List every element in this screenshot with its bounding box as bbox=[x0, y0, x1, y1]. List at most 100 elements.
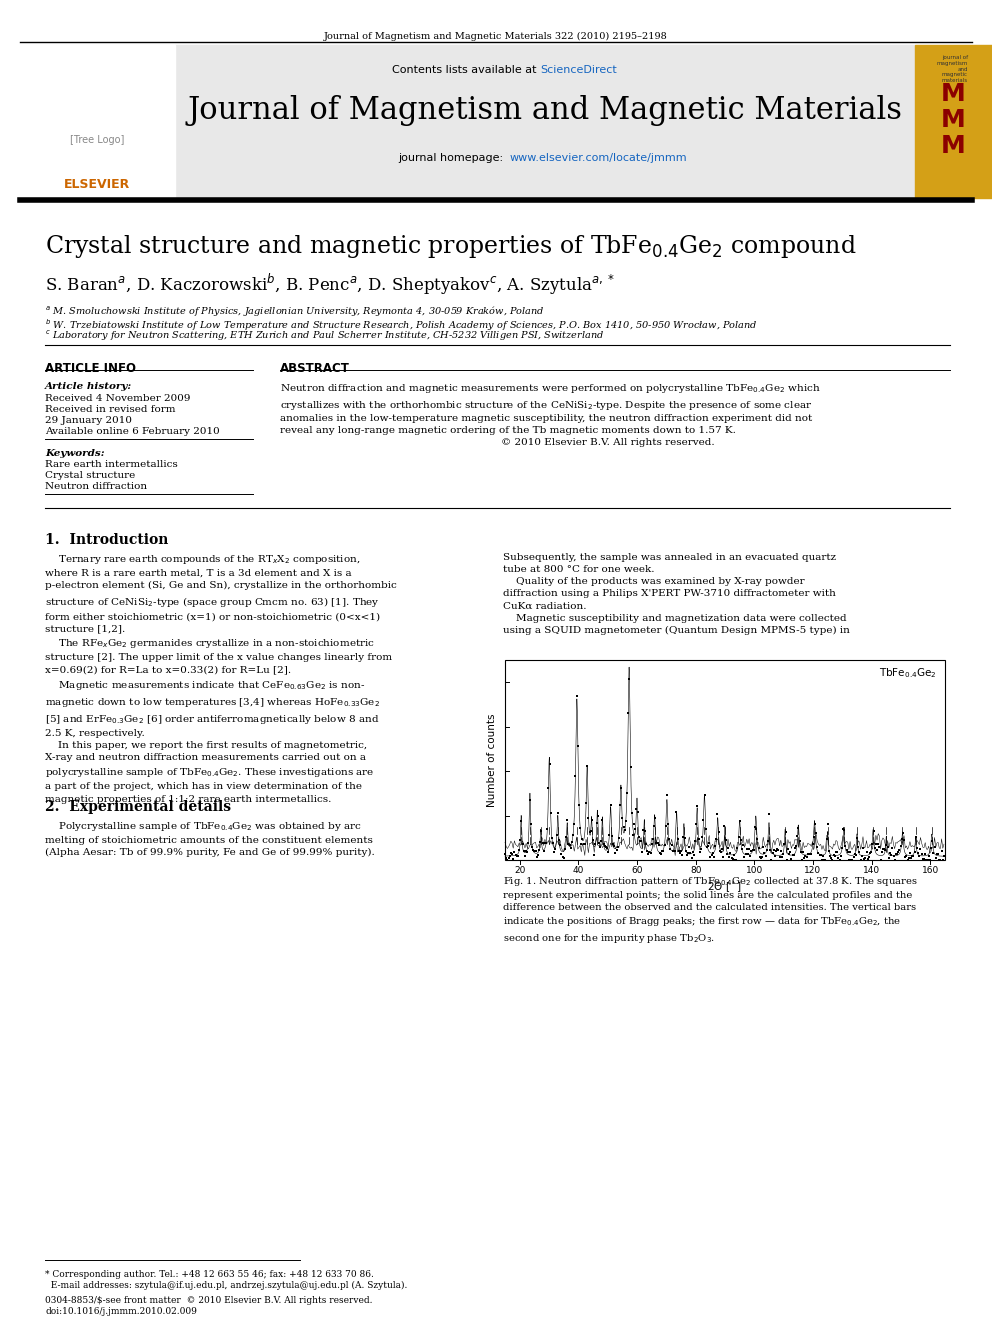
Point bbox=[704, 843, 720, 864]
Point bbox=[892, 840, 908, 861]
Point bbox=[752, 847, 768, 868]
Point bbox=[696, 785, 712, 806]
Point bbox=[747, 816, 763, 837]
Point bbox=[588, 812, 604, 833]
Point bbox=[697, 818, 713, 839]
Text: Rare earth intermetallics: Rare earth intermetallics bbox=[45, 460, 178, 468]
Text: $^c$ Laboratory for Neutron Scattering, ETH Zurich and Paul Scherrer Institute, : $^c$ Laboratory for Neutron Scattering, … bbox=[45, 329, 604, 344]
Point bbox=[715, 847, 731, 868]
Point bbox=[893, 835, 909, 856]
Point bbox=[914, 844, 930, 865]
Point bbox=[564, 832, 580, 853]
Point bbox=[847, 843, 863, 864]
Point bbox=[646, 815, 662, 836]
Point bbox=[806, 814, 822, 835]
Point bbox=[562, 837, 578, 859]
Point bbox=[587, 833, 603, 855]
Point bbox=[649, 832, 665, 853]
Point bbox=[547, 841, 562, 863]
Point bbox=[710, 822, 726, 843]
Point bbox=[580, 808, 596, 830]
Point bbox=[772, 847, 788, 868]
Bar bbox=[175, 45, 915, 198]
Point bbox=[521, 832, 537, 853]
Point bbox=[838, 839, 854, 860]
Point bbox=[645, 828, 661, 849]
Point bbox=[607, 843, 623, 864]
Point bbox=[604, 826, 620, 847]
Point bbox=[796, 841, 811, 863]
Point bbox=[790, 826, 806, 847]
Text: Article history:: Article history: bbox=[45, 382, 132, 392]
Point bbox=[921, 845, 936, 867]
Point bbox=[907, 841, 923, 863]
Point bbox=[598, 836, 614, 857]
Point bbox=[590, 806, 606, 827]
Point bbox=[866, 820, 882, 841]
Point bbox=[686, 845, 702, 867]
Point bbox=[819, 814, 835, 835]
Point bbox=[591, 832, 607, 853]
Text: Available online 6 February 2010: Available online 6 February 2010 bbox=[45, 427, 220, 437]
Text: 100: 100 bbox=[746, 867, 763, 875]
Point bbox=[825, 844, 841, 865]
Point bbox=[883, 844, 899, 865]
Point bbox=[889, 844, 905, 865]
Text: 2.  Experimental details: 2. Experimental details bbox=[45, 800, 231, 814]
Point bbox=[614, 807, 630, 828]
Text: journal of
magnetism
and
magnetic
materials: journal of magnetism and magnetic materi… bbox=[936, 56, 968, 83]
Point bbox=[915, 848, 930, 869]
Point bbox=[879, 835, 895, 856]
Text: 140: 140 bbox=[863, 867, 880, 875]
Text: Crystal structure and magnetic properties of TbFe$_{0.4}$Ge$_2$ compound: Crystal structure and magnetic propertie… bbox=[45, 233, 856, 261]
Point bbox=[842, 841, 858, 863]
Point bbox=[766, 840, 782, 861]
Point bbox=[909, 837, 925, 859]
Point bbox=[936, 845, 952, 867]
Point bbox=[497, 843, 513, 864]
Point bbox=[528, 840, 544, 861]
Point bbox=[886, 845, 902, 867]
Text: Polycrystalline sample of TbFe$_{0.4}$Ge$_2$ was obtained by arc
melting of stoi: Polycrystalline sample of TbFe$_{0.4}$Ge… bbox=[45, 820, 375, 857]
Point bbox=[618, 811, 634, 832]
Point bbox=[608, 839, 624, 860]
Text: www.elsevier.com/locate/jmmm: www.elsevier.com/locate/jmmm bbox=[510, 153, 687, 163]
Text: $^b$ W. Trzebiatowski Institute of Low Temperature and Structure Research, Polis: $^b$ W. Trzebiatowski Institute of Low T… bbox=[45, 318, 758, 333]
Point bbox=[808, 822, 824, 843]
Point bbox=[806, 826, 821, 847]
Point bbox=[745, 839, 761, 860]
Text: [Tree Logo]: [Tree Logo] bbox=[69, 135, 124, 146]
Point bbox=[631, 827, 647, 848]
Point bbox=[900, 849, 916, 871]
Point bbox=[822, 845, 838, 867]
Point bbox=[623, 755, 639, 777]
Point bbox=[906, 845, 922, 867]
Point bbox=[926, 843, 941, 864]
Point bbox=[682, 836, 697, 857]
Point bbox=[533, 832, 549, 853]
Point bbox=[873, 849, 889, 871]
Point bbox=[854, 845, 870, 867]
Point bbox=[899, 845, 915, 867]
Point bbox=[700, 836, 716, 857]
Text: doi:10.1016/j.jmmm.2010.02.009: doi:10.1016/j.jmmm.2010.02.009 bbox=[45, 1307, 196, 1316]
Point bbox=[616, 816, 632, 837]
Point bbox=[504, 844, 520, 865]
Point bbox=[566, 814, 582, 835]
Text: 80: 80 bbox=[689, 867, 701, 875]
Point bbox=[677, 827, 692, 848]
Point bbox=[652, 841, 668, 863]
Point bbox=[898, 845, 914, 867]
Text: S. Baran$^a$, D. Kaczorowski$^b$, B. Penc$^a$, D. Sheptyakov$^c$, A. Szytula$^{a: S. Baran$^a$, D. Kaczorowski$^b$, B. Pen… bbox=[45, 273, 615, 298]
Point bbox=[670, 828, 685, 849]
Point bbox=[757, 843, 773, 864]
Point bbox=[633, 831, 649, 852]
Point bbox=[531, 840, 547, 861]
Point bbox=[712, 840, 728, 861]
Point bbox=[709, 803, 725, 824]
Point bbox=[511, 839, 527, 860]
Point bbox=[541, 777, 557, 798]
Point bbox=[738, 844, 754, 865]
Point bbox=[664, 835, 680, 856]
Point bbox=[666, 840, 682, 861]
